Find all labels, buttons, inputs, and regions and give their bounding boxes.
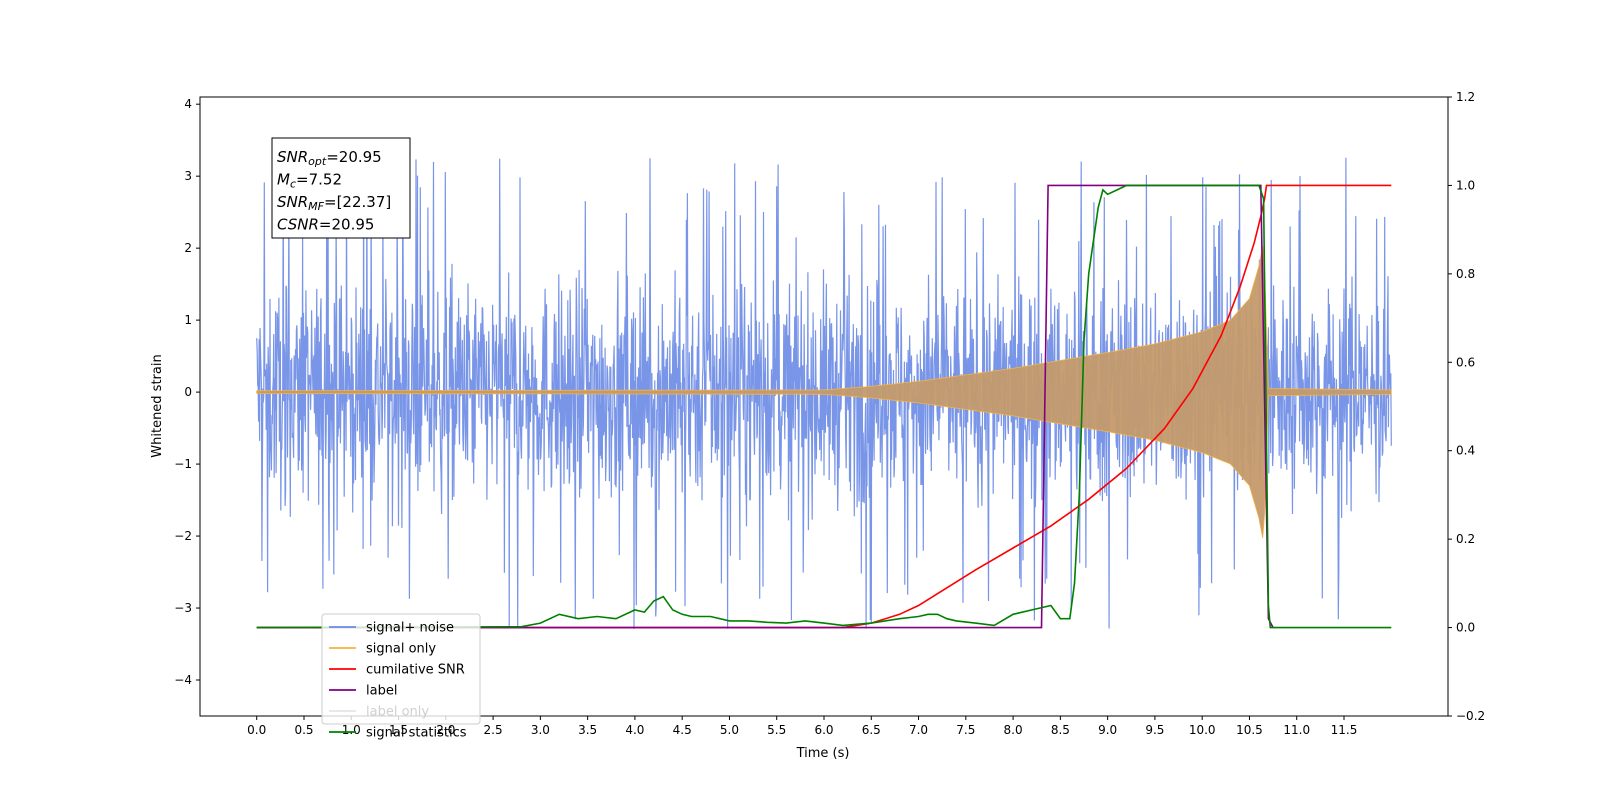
y2-tick-label: −0.2 [1456,709,1485,723]
x-tick-label: 4.5 [673,723,692,737]
y2-tick-label: 0.4 [1456,444,1475,458]
x-tick-label: 6.5 [862,723,881,737]
y-axis-right: −0.2 0.0 0.2 0.4 0.6 0.8 1.0 1.2 [1448,90,1485,723]
x-tick-label: 0.5 [294,723,313,737]
y2-tick-label: 1.0 [1456,178,1475,192]
signal-layer [256,245,1392,539]
y-tick-label: −2 [174,529,192,543]
y2-tick-label: 0.0 [1456,621,1475,635]
legend-label: label only [366,705,429,720]
y2-tick-label: 0.6 [1456,355,1475,369]
legend-label: signal statistics [366,726,467,741]
annotation-line: Mc=7.52 [277,171,342,191]
y-tick-label: −4 [174,673,192,687]
x-tick-label: 3.0 [531,723,550,737]
y2-tick-label: 0.2 [1456,532,1475,546]
legend-label: label [366,684,397,699]
y-tick-label: 4 [184,97,192,111]
annotation-frame [271,137,411,239]
annotation-line: SNRopt=20.95 [277,148,382,168]
x-tick-label: 0.0 [247,723,266,737]
x-tick-label: 5.0 [720,723,739,737]
x-tick-label: 3.5 [578,723,597,737]
x-axis: 0.0 0.5 1.0 1.5 2.0 2.5 3.0 3.5 4.0 4.5 5.0 5.5 6.0 6… [247,716,1357,737]
y-axis-label: Whitened strain [150,354,165,457]
x-tick-label: 7.0 [909,723,928,737]
series-signal-only-fill [256,245,1392,539]
series-layer [256,184,1392,629]
x-tick-label: 11.0 [1283,723,1310,737]
x-tick-label: 6.0 [814,723,833,737]
x-tick-label: 7.5 [956,723,975,737]
y-tick-label: 3 [184,169,192,183]
x-tick-label: 10.5 [1236,723,1263,737]
y-tick-label: −1 [174,457,192,471]
legend-label: signal only [366,642,436,657]
y2-tick-label: 0.8 [1456,267,1475,281]
y-tick-label: −3 [174,601,192,615]
x-tick-label: 9.5 [1145,723,1164,737]
x-tick-label: 1.0 [342,723,361,737]
y-axis-left: −4 −3 −2 −1 0 1 2 3 4 [174,97,200,687]
x-tick-label: 10.0 [1189,723,1216,737]
x-tick-label: 5.5 [767,723,786,737]
x-tick-label: 2.0 [436,723,455,737]
x-tick-label: 1.5 [389,723,408,737]
legend-label: signal+ noise [366,621,454,636]
y2-tick-label: 1.2 [1456,90,1475,104]
x-tick-label: 9.0 [1098,723,1117,737]
y-tick-label: 0 [184,385,192,399]
legend-frame [321,613,481,725]
x-axis-label: Time (s) [796,746,850,761]
x-tick-label: 8.0 [1004,723,1023,737]
series-line-2 [256,184,1392,629]
legend-label: cumilative SNR [366,663,465,678]
series-line-5 [256,184,1392,629]
y-tick-label: 2 [184,241,192,255]
annotation-line: CSNR=20.95 [277,216,374,234]
x-tick-label: 2.5 [484,723,503,737]
x-tick-label: 8.5 [1051,723,1070,737]
x-tick-label: 4.0 [625,723,644,737]
annotation-line: SNRMF=[22.37] [277,193,391,213]
y-tick-label: 1 [184,313,192,327]
legend: signal+ noise signal only cumilative SNR la… [321,613,481,741]
x-tick-label: 11.5 [1331,723,1358,737]
